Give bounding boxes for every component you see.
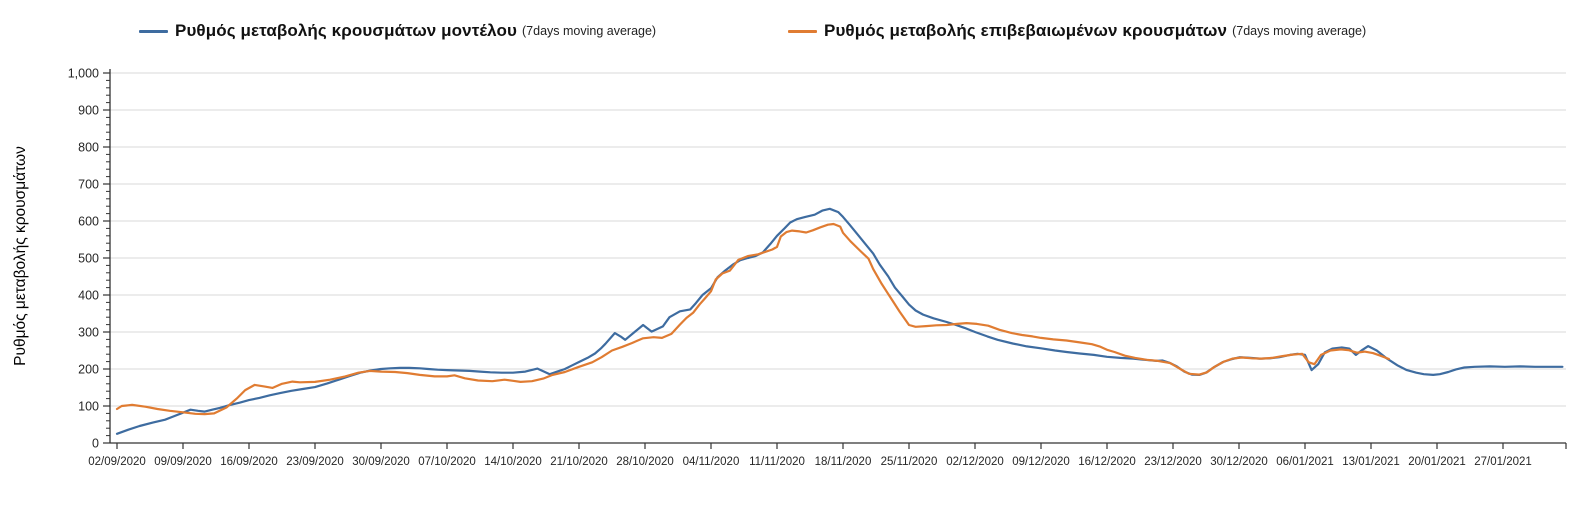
- x-tick-label: 30/09/2020: [352, 456, 410, 468]
- y-axis-title: Ρυθμός μεταβολής κρουσμάτων: [12, 146, 29, 366]
- legend-label-model: Ρυθμός μεταβολής κρουσμάτων μοντέλου: [175, 21, 517, 40]
- y-tick-label: 0: [92, 437, 99, 451]
- y-tick-label: 500: [78, 252, 99, 266]
- x-tick-label: 11/11/2020: [749, 456, 805, 468]
- legend-item-confirmed: Ρυθμός μεταβολής επιβεβαιωμένων κρουσμάτ…: [788, 21, 1366, 41]
- x-tick-label: 23/09/2020: [286, 456, 344, 468]
- x-tick-label: 02/12/2020: [946, 456, 1004, 468]
- series-line-confirmed: [115, 222, 1391, 416]
- x-tick-label: 09/12/2020: [1012, 456, 1070, 468]
- legend: Ρυθμός μεταβολής κρουσμάτων μοντέλου (7d…: [0, 0, 1579, 52]
- x-tick-label: 02/09/2020: [88, 456, 146, 468]
- x-tick-label: 13/01/2021: [1342, 456, 1400, 468]
- legend-item-model: Ρυθμός μεταβολής κρουσμάτων μοντέλου (7d…: [139, 21, 656, 41]
- series-line-model: [115, 207, 1564, 435]
- x-tick-label: 16/09/2020: [220, 456, 278, 468]
- x-tick-label: 06/01/2021: [1276, 456, 1334, 468]
- y-tick-label: 600: [78, 215, 99, 229]
- y-tick-label: 300: [78, 326, 99, 340]
- x-tick-label: 09/09/2020: [154, 456, 212, 468]
- x-tick-label: 16/12/2020: [1078, 456, 1136, 468]
- legend-line-confirmed-icon: [788, 29, 817, 33]
- x-tick-label: 25/11/2020: [881, 456, 938, 468]
- x-tick-label: 20/01/2021: [1408, 456, 1466, 468]
- legend-suffix-confirmed: (7days moving average): [1232, 24, 1367, 38]
- y-tick-label: 400: [78, 289, 99, 303]
- y-tick-label: 100: [78, 400, 99, 414]
- y-tick-label: 800: [78, 141, 99, 155]
- legend-label-confirmed: Ρυθμός μεταβολής επιβεβαιωμένων κρουσμάτ…: [824, 21, 1228, 40]
- x-tick-label: 21/10/2020: [550, 456, 608, 468]
- legend-line-model-icon: [139, 29, 168, 33]
- y-tick-label: 1,000: [68, 67, 99, 81]
- y-tick-label: 700: [78, 178, 99, 192]
- legend-suffix-model: (7days moving average): [522, 24, 657, 38]
- x-tick-label: 04/11/2020: [683, 456, 740, 468]
- x-tick-label: 27/01/2021: [1474, 456, 1532, 468]
- x-tick-label: 14/10/2020: [484, 456, 542, 468]
- y-tick-label: 200: [78, 363, 99, 377]
- x-tick-label: 18/11/2020: [815, 456, 872, 468]
- x-tick-label: 07/10/2020: [418, 456, 476, 468]
- x-tick-label: 23/12/2020: [1144, 456, 1202, 468]
- x-tick-label: 30/12/2020: [1210, 456, 1268, 468]
- y-tick-label: 900: [78, 104, 99, 118]
- x-tick-label: 28/10/2020: [616, 456, 674, 468]
